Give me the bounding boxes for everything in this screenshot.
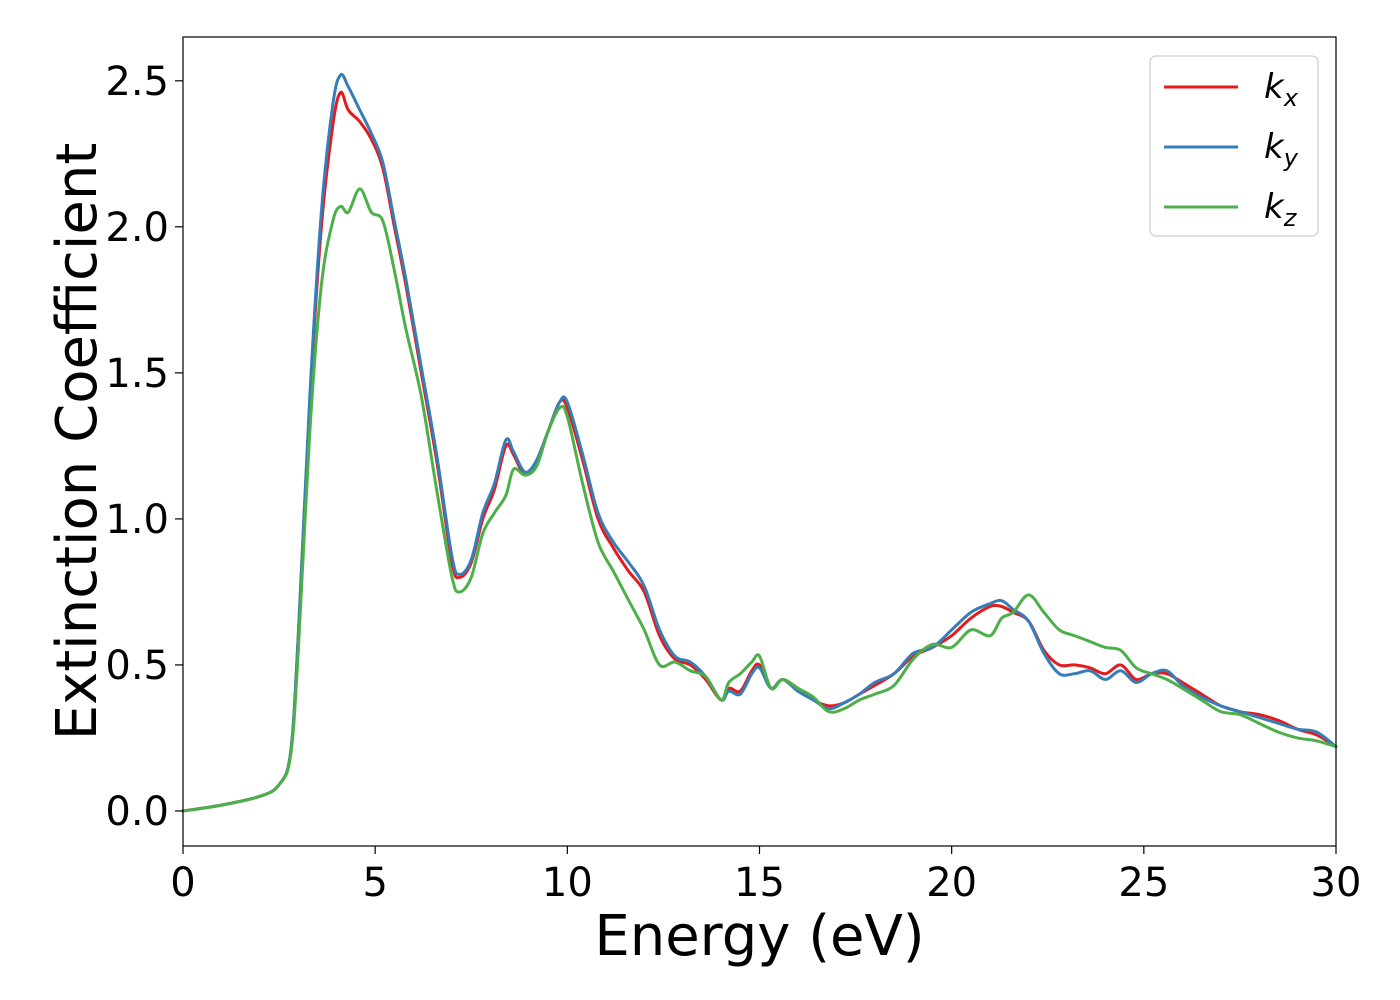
- y-tick-label: 1.5: [105, 351, 169, 397]
- legend: kx ky kz: [1149, 55, 1319, 237]
- x-tick-label: 15: [734, 860, 785, 906]
- x-tick-label: 25: [1118, 860, 1169, 906]
- y-tick-label: 0.5: [105, 643, 169, 689]
- y-axis-title: Extinction Coefficient: [45, 143, 110, 741]
- x-tick-label: 30: [1311, 860, 1362, 906]
- x-tick-label: 0: [170, 860, 195, 906]
- x-tick-label: 10: [542, 860, 593, 906]
- series-line-z: [181, 187, 1338, 813]
- y-tick-label: 1.0: [105, 497, 169, 543]
- axes-layer: 0 5 10 15 20 25 30 0.0 0.5 1.0 1.5 2.0 2.5: [105, 36, 1362, 906]
- x-axis-title: Energy (eV): [594, 904, 924, 969]
- legend-label-x: kx: [1264, 67, 1299, 112]
- x-tick-label: 5: [362, 860, 387, 906]
- plot-area: [183, 37, 1336, 846]
- y-tick-label: 2.5: [105, 59, 169, 105]
- x-tick-label: 20: [926, 860, 977, 906]
- legend-label-y: ky: [1264, 127, 1299, 172]
- series-line-y: [181, 72, 1338, 813]
- y-tick-label: 0.0: [105, 789, 169, 835]
- plot-background: [183, 37, 1336, 846]
- y-tick-label: 2.0: [105, 205, 169, 251]
- series-layer: [181, 72, 1338, 813]
- legend-label-z: kz: [1264, 187, 1298, 232]
